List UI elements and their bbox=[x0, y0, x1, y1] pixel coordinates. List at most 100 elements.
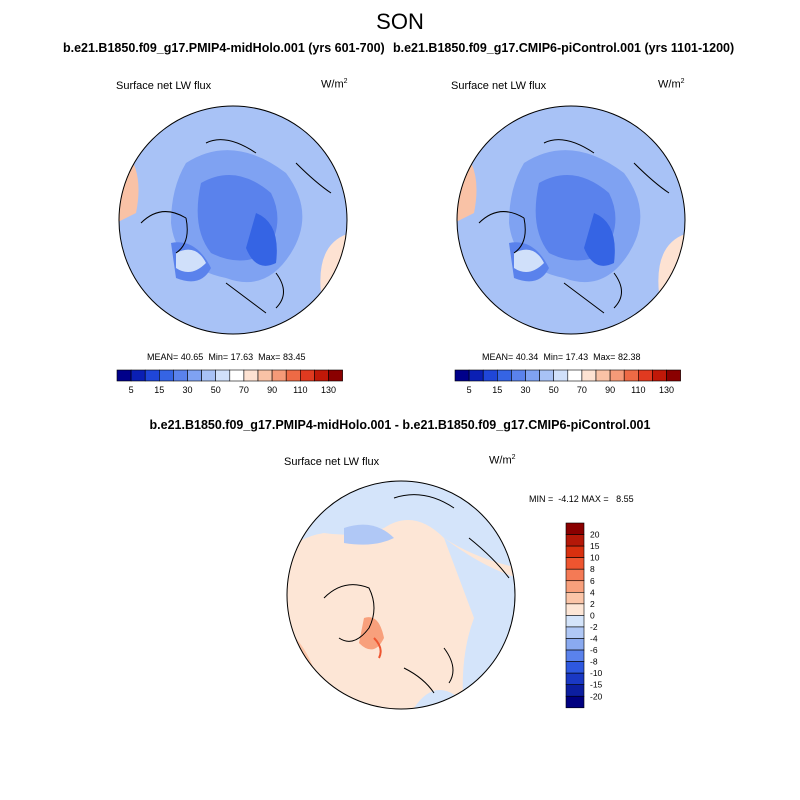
colorbar-box bbox=[565, 661, 585, 674]
case-title-left: b.e21.B1850.f09_g17.PMIP4-midHolo.001 (y… bbox=[63, 41, 385, 55]
colorbar-box bbox=[623, 369, 639, 382]
stats-right: MEAN= 40.34 Min= 17.43 Max= 82.38 bbox=[482, 352, 641, 362]
colorbar-tick-label: -8 bbox=[590, 657, 598, 667]
colorbar-tick-label: 5 bbox=[467, 385, 472, 395]
colorbar-box bbox=[565, 603, 585, 616]
colorbar-tick-label: 20 bbox=[590, 530, 600, 540]
colorbar-box bbox=[565, 592, 585, 605]
colorbar-tick-label: 50 bbox=[549, 385, 559, 395]
colorbar-box bbox=[638, 369, 653, 382]
case-title-right: b.e21.B1850.f09_g17.CMIP6-piControl.001 … bbox=[393, 41, 735, 55]
polar-map-right bbox=[456, 105, 686, 335]
colorbar-box bbox=[565, 534, 585, 547]
colorbar-tick-label: -15 bbox=[590, 680, 603, 690]
colorbar-box bbox=[581, 369, 597, 382]
colorbar-tick-label: 5 bbox=[129, 385, 134, 395]
cold-core bbox=[246, 213, 277, 266]
colorbar-box bbox=[565, 615, 585, 628]
colorbar-tick-label: 8 bbox=[590, 564, 595, 574]
stats-diff: MIN = -4.12 MAX = 8.55 bbox=[529, 494, 634, 504]
variable-label-left: Surface net LW flux bbox=[116, 80, 212, 92]
colorbar-boxes bbox=[454, 369, 681, 382]
colorbar-box bbox=[652, 369, 667, 382]
colorbar-box bbox=[565, 545, 585, 558]
colorbar-box bbox=[130, 369, 146, 382]
colorbar-box bbox=[257, 369, 273, 382]
units-label-left: W/m2 bbox=[321, 78, 348, 91]
colorbar-box bbox=[454, 369, 470, 382]
colorbar-tick-label: 15 bbox=[590, 541, 600, 551]
colorbar-tick-label: -20 bbox=[590, 691, 603, 701]
colorbar-box bbox=[144, 369, 160, 382]
units-label-right: W/m2 bbox=[658, 78, 685, 91]
variable-label-diff: Surface net LW flux bbox=[284, 456, 380, 468]
colorbar-box bbox=[314, 369, 329, 382]
colorbar-tick-label: 70 bbox=[239, 385, 249, 395]
colorbar-box bbox=[201, 369, 216, 382]
colorbar-tick-label: 130 bbox=[321, 385, 336, 395]
colorbar-box bbox=[328, 369, 343, 382]
colorbar-labels: 5 15 30 50 70 90 110 130 bbox=[467, 385, 674, 395]
colorbar-tick-label: 50 bbox=[211, 385, 221, 395]
colorbar-tick-label: 70 bbox=[577, 385, 587, 395]
colorbar-box bbox=[565, 638, 585, 651]
colorbar-box bbox=[565, 580, 585, 593]
colorbar-box bbox=[215, 369, 231, 382]
colorbar-tick-label: 10 bbox=[590, 553, 600, 563]
coastlines bbox=[140, 139, 332, 314]
colorbar-boxes bbox=[565, 522, 585, 709]
cold-core bbox=[584, 213, 615, 266]
colorbar-box bbox=[553, 369, 569, 382]
colorbar-tick-label: 6 bbox=[590, 576, 595, 586]
colorbar-box bbox=[496, 369, 512, 382]
coastlines bbox=[323, 494, 510, 694]
colorbar-box bbox=[187, 369, 202, 382]
colorbar-box bbox=[511, 369, 526, 382]
colorbar-tick-label: 15 bbox=[492, 385, 502, 395]
colorbar-box bbox=[158, 369, 174, 382]
colorbar-box bbox=[565, 649, 585, 662]
colorbar-box bbox=[116, 369, 132, 382]
colorbar-box bbox=[271, 369, 287, 382]
colorbar-box bbox=[525, 369, 540, 382]
colorbar-left: 5 15 30 50 70 90 110 130 bbox=[116, 369, 343, 395]
colorbar-tick-label: 30 bbox=[182, 385, 192, 395]
colorbar-tick-label: 90 bbox=[605, 385, 615, 395]
diff-title: b.e21.B1850.f09_g17.PMIP4-midHolo.001 - … bbox=[149, 418, 651, 432]
coastlines bbox=[478, 139, 670, 314]
colorbar-box bbox=[173, 369, 188, 382]
colorbar-tick-label: 4 bbox=[590, 587, 595, 597]
polar-map-diff bbox=[286, 480, 516, 710]
colorbar-tick-label: 2 bbox=[590, 599, 595, 609]
stats-left: MEAN= 40.65 Min= 17.63 Max= 83.45 bbox=[147, 352, 306, 362]
colorbar-box bbox=[565, 695, 585, 709]
colorbar-tick-label: -10 bbox=[590, 668, 603, 678]
colorbar-tick-label: 0 bbox=[590, 610, 595, 620]
colorbar-tick-label: 30 bbox=[520, 385, 530, 395]
colorbar-tick-label: 90 bbox=[267, 385, 277, 395]
colorbar-box bbox=[595, 369, 611, 382]
colorbar-box bbox=[243, 369, 259, 382]
colorbar-box bbox=[666, 369, 681, 382]
colorbar-box bbox=[565, 626, 585, 639]
units-label-diff: W/m2 bbox=[489, 454, 516, 467]
colorbar-tick-label: -2 bbox=[590, 622, 598, 632]
colorbar-box bbox=[565, 557, 585, 570]
polar-map-left bbox=[118, 105, 348, 335]
variable-label-right: Surface net LW flux bbox=[451, 80, 547, 92]
colorbar-right: 5 15 30 50 70 90 110 130 bbox=[454, 369, 681, 395]
colorbar-tick-label: 15 bbox=[154, 385, 164, 395]
colorbar-tick-label: -6 bbox=[590, 645, 598, 655]
colorbar-boxes bbox=[116, 369, 343, 382]
colorbar-box bbox=[300, 369, 315, 382]
colorbar-box bbox=[482, 369, 498, 382]
colorbar-box bbox=[229, 369, 245, 382]
greenland bbox=[514, 249, 544, 272]
colorbar-labels: 5 15 30 50 70 90 110 130 bbox=[129, 385, 336, 395]
colorbar-tick-label: 110 bbox=[631, 385, 645, 395]
colorbar-box bbox=[565, 568, 585, 582]
cooling-region-north bbox=[287, 481, 515, 568]
colorbar-box bbox=[565, 672, 585, 685]
greenland bbox=[176, 249, 206, 272]
